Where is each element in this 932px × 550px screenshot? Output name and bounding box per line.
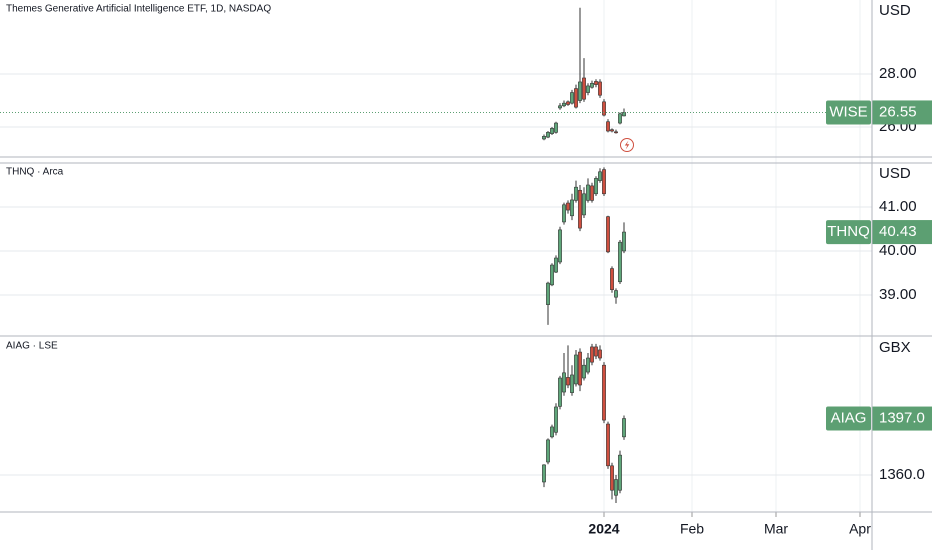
y-tick-label: 1360.0: [879, 466, 925, 483]
candle-body: [550, 128, 554, 134]
event-icon-bolt: [624, 140, 630, 150]
candle-body: [606, 216, 610, 253]
candle-body: [574, 88, 578, 108]
candle-body: [598, 81, 602, 96]
candle-body: [622, 418, 626, 438]
pane-title: THNQ · Arca: [6, 167, 64, 178]
x-tick-label: Apr: [849, 521, 871, 537]
candle-body: [546, 439, 550, 463]
candle-body: [566, 377, 570, 386]
candle-body: [590, 82, 594, 88]
candle-body: [562, 372, 566, 393]
candle-body: [558, 377, 562, 407]
candle-body: [578, 189, 582, 229]
last-price-label: 1397.0: [879, 410, 925, 427]
candle-body: [550, 264, 554, 286]
candle-body: [586, 184, 590, 201]
candle-body: [614, 479, 618, 496]
last-price-box: [872, 220, 932, 245]
symbol-box: [826, 220, 871, 245]
candle-body: [614, 131, 618, 134]
candle-body: [602, 364, 606, 421]
candle-body: [582, 77, 586, 100]
candle-body: [562, 102, 566, 107]
candle-body: [610, 129, 614, 132]
candle-body: [594, 81, 598, 85]
pane-title: Themes Generative Artificial Intelligenc…: [6, 4, 271, 15]
candle-body: [546, 282, 550, 305]
candle-body: [578, 351, 582, 386]
symbol-label: WISE: [829, 103, 867, 120]
candle-body: [582, 364, 586, 379]
currency-label: USD: [879, 165, 911, 182]
candle-body: [618, 454, 622, 491]
candle-body: [574, 354, 578, 385]
candle-body: [602, 169, 606, 195]
candle-body: [546, 132, 550, 138]
y-tick-label: 41.00: [879, 198, 917, 215]
candle-body: [574, 186, 578, 201]
candle-body: [614, 290, 618, 298]
candle-body: [554, 122, 558, 133]
y-tick-label: 28.00: [879, 65, 917, 82]
candle-body: [610, 268, 614, 290]
symbol-label: THNQ: [827, 223, 870, 240]
x-tick-label: Mar: [764, 521, 788, 537]
candle-body: [558, 105, 562, 109]
candle-body: [570, 374, 574, 393]
candle-body: [606, 121, 610, 132]
candle-body: [618, 241, 622, 283]
candle-body: [598, 349, 602, 359]
last-price-box: [872, 100, 932, 125]
last-price-label: 40.43: [879, 223, 917, 240]
last-price-label: 26.55: [879, 103, 917, 120]
candle-body: [622, 231, 626, 252]
y-tick-label: 40.00: [879, 242, 917, 259]
candle-body: [566, 101, 570, 105]
candle-body: [582, 193, 586, 216]
symbol-box: [826, 100, 871, 125]
candle-body: [586, 85, 590, 93]
x-tick-label: 2024: [588, 521, 619, 537]
candle-body: [558, 229, 562, 263]
x-tick-label: Feb: [680, 521, 704, 537]
candle-body: [606, 423, 610, 467]
symbol-box: [826, 406, 871, 431]
candle-body: [570, 92, 574, 104]
candle-body: [578, 81, 582, 101]
currency-label: GBX: [879, 339, 911, 356]
candle-body: [622, 112, 626, 117]
symbol-label: AIAG: [831, 410, 867, 427]
candle-body: [566, 202, 570, 211]
currency-label: USD: [879, 2, 911, 19]
candle-body: [554, 257, 558, 273]
candle-body: [542, 136, 546, 140]
y-tick-label: 39.00: [879, 286, 917, 303]
pane-title: AIAG · LSE: [6, 341, 58, 352]
candle-body: [586, 357, 590, 373]
candle-body: [550, 426, 554, 438]
candle-body: [618, 113, 622, 124]
candle-body: [542, 464, 546, 483]
candle-body: [594, 346, 598, 357]
candle-body: [598, 171, 602, 181]
candle-body: [594, 178, 598, 195]
candle-body: [610, 465, 614, 491]
candle-body: [554, 406, 558, 433]
candle-body: [602, 101, 606, 116]
last-price-box: [872, 406, 932, 431]
candle-body: [590, 185, 594, 201]
candle-body: [570, 199, 574, 217]
candle-body: [562, 204, 566, 223]
candle-body: [590, 346, 594, 363]
